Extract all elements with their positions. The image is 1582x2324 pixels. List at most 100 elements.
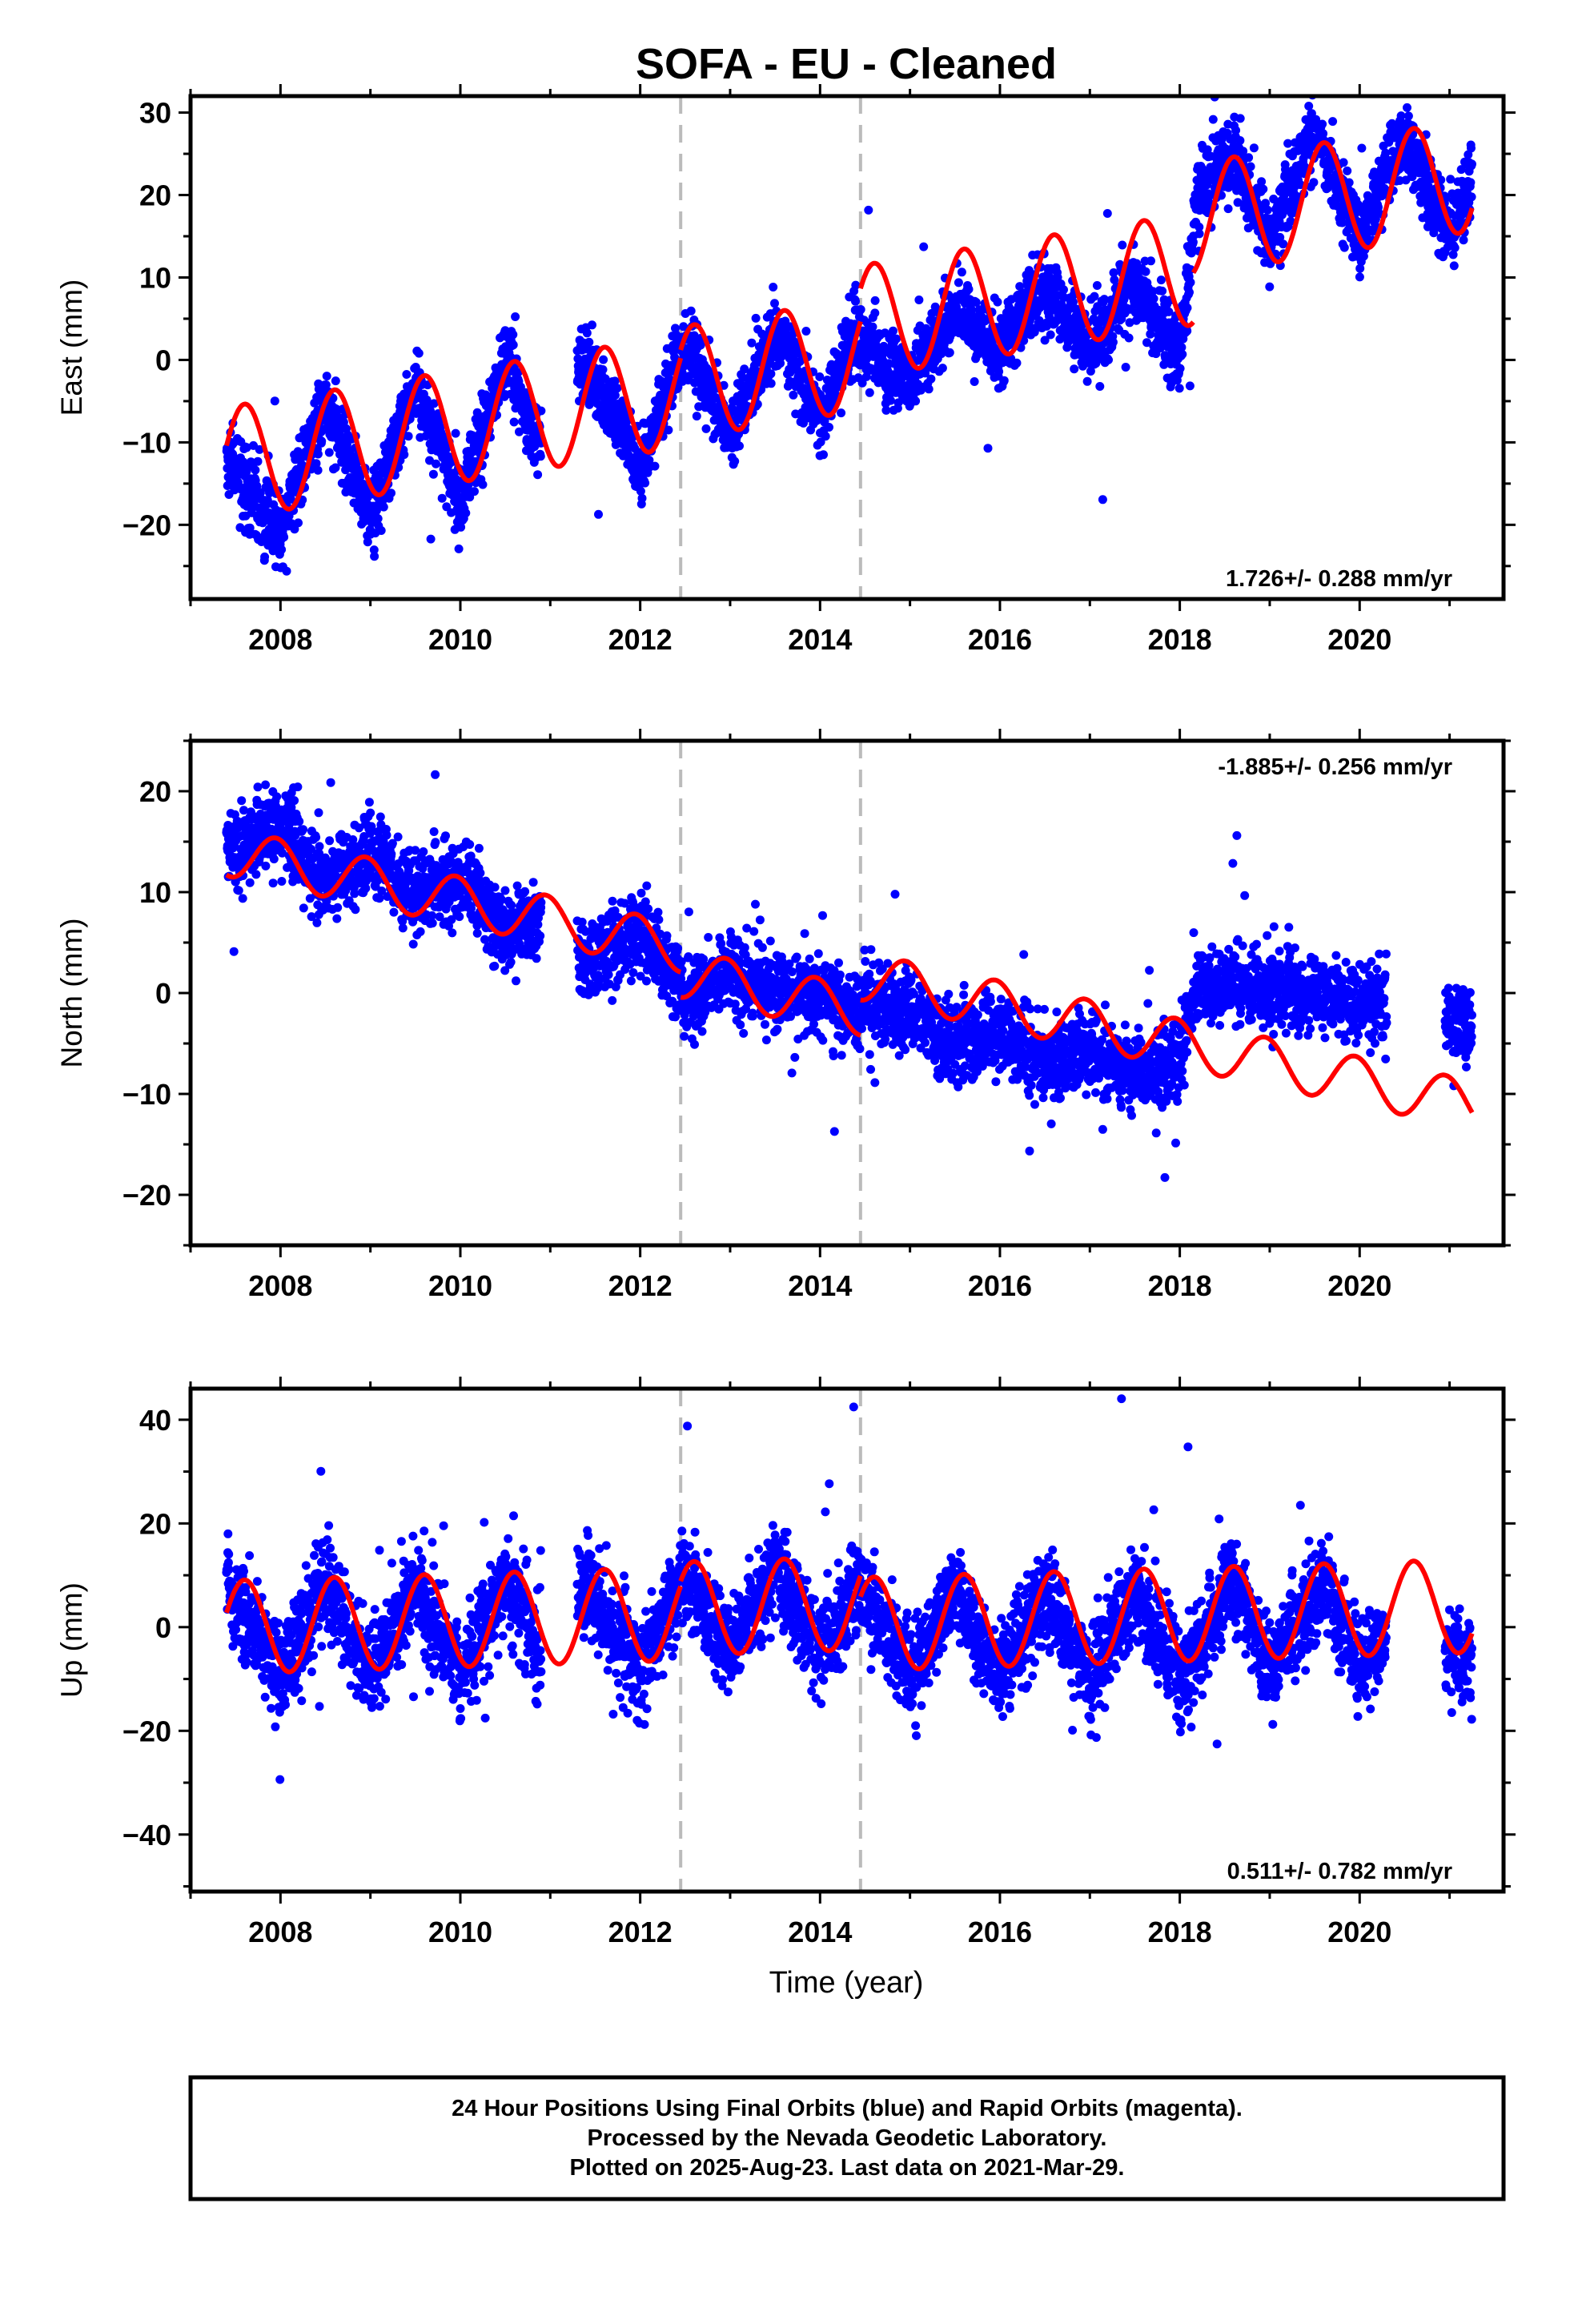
east-point: [612, 384, 622, 393]
east-point: [313, 465, 323, 475]
east-daily-positions: [222, 96, 1476, 576]
east-point: [1208, 115, 1218, 124]
east-y-axis-label: East (mm): [55, 279, 88, 416]
east-point: [926, 374, 936, 384]
east-point: [881, 405, 891, 415]
east-point: [999, 376, 1009, 385]
east-point: [819, 450, 828, 460]
east-point: [964, 284, 974, 294]
east-point: [957, 267, 966, 277]
east-point: [277, 545, 287, 554]
east-point: [865, 388, 874, 397]
east-point: [825, 423, 833, 432]
east-point: [1466, 178, 1476, 187]
east-point: [478, 480, 488, 489]
east-point: [1098, 495, 1107, 505]
east-point: [594, 509, 603, 519]
east-point: [331, 376, 340, 386]
east-panel: 2008 2010 2012 2014 2016 2018 2020−20−10010203…: [55, 84, 1516, 656]
east-point: [351, 459, 361, 468]
east-point: [270, 396, 279, 406]
east-point: [402, 370, 412, 379]
east-point: [1185, 381, 1195, 391]
north-point: [253, 782, 263, 792]
east-point: [588, 320, 596, 330]
east-point: [282, 566, 291, 576]
north-point: [261, 861, 271, 870]
east-point: [892, 334, 901, 344]
east-x-tick-label: 2014: [788, 623, 852, 656]
north-point: [245, 878, 255, 887]
east-point: [650, 461, 660, 471]
north-point: [237, 796, 247, 806]
east-point: [821, 432, 830, 441]
east-point: [363, 537, 372, 547]
north-point: [251, 870, 261, 879]
east-point: [324, 448, 334, 457]
east-point: [1339, 243, 1349, 252]
east-point: [801, 327, 811, 336]
north-point: [314, 808, 323, 818]
north-point: [312, 918, 322, 927]
east-point: [1178, 349, 1187, 359]
east-point: [637, 493, 647, 503]
east-point: [1185, 287, 1194, 297]
east-point: [1403, 111, 1413, 121]
east-point: [1149, 294, 1158, 304]
east-point: [1102, 209, 1112, 218]
east-point: [369, 545, 379, 555]
east-point: [983, 444, 993, 453]
east-x-tick-label: 2012: [608, 623, 673, 656]
east-point: [770, 299, 779, 308]
east-rate-annotation: 1.726+/- 0.288 mm/yr: [1226, 566, 1452, 592]
north-point: [290, 796, 299, 806]
north-panel: 2008 2010 2012 2014 2016 2018 2020−20−1001020N…: [55, 729, 1516, 1302]
east-point: [837, 408, 846, 418]
east-point: [404, 432, 413, 441]
east-point: [421, 432, 431, 440]
east-point: [1141, 267, 1150, 276]
east-point: [508, 340, 518, 350]
east-point: [1249, 143, 1259, 153]
east-point: [815, 372, 825, 381]
east-point: [994, 367, 1004, 376]
east-point: [1449, 261, 1459, 271]
east-point: [370, 552, 379, 561]
east-y-tick-label: −10: [122, 426, 171, 459]
chart-title: SOFA - EU - Cleaned: [636, 40, 1057, 88]
east-point: [515, 427, 524, 436]
east-point: [851, 296, 860, 306]
east-point: [640, 478, 650, 488]
east-point: [294, 518, 303, 528]
east-point: [938, 364, 947, 373]
east-point: [1235, 136, 1245, 145]
east-point: [1175, 364, 1185, 373]
north-point: [299, 903, 308, 913]
east-point: [1355, 272, 1364, 282]
east-point: [1070, 364, 1079, 374]
east-point: [1124, 333, 1134, 343]
east-point: [317, 436, 327, 446]
east-point: [644, 456, 654, 464]
east-x-tick-label: 2008: [248, 623, 312, 656]
east-point: [696, 340, 705, 350]
north-point: [299, 825, 308, 834]
east-point: [870, 296, 880, 305]
east-point: [730, 456, 740, 466]
east-point: [1246, 162, 1255, 171]
east-point: [426, 534, 436, 544]
east-point: [371, 506, 381, 515]
east-point: [1328, 117, 1338, 127]
east-point: [914, 296, 924, 304]
east-point: [1467, 192, 1476, 202]
east-point: [664, 425, 673, 435]
east-point: [1403, 103, 1411, 112]
east-point: [1339, 158, 1348, 167]
east-point: [970, 377, 979, 386]
east-point: [509, 417, 519, 427]
east-point: [610, 376, 620, 386]
east-point: [868, 322, 877, 332]
east-point: [919, 242, 929, 251]
east-point: [429, 399, 439, 408]
east-point: [628, 433, 637, 442]
